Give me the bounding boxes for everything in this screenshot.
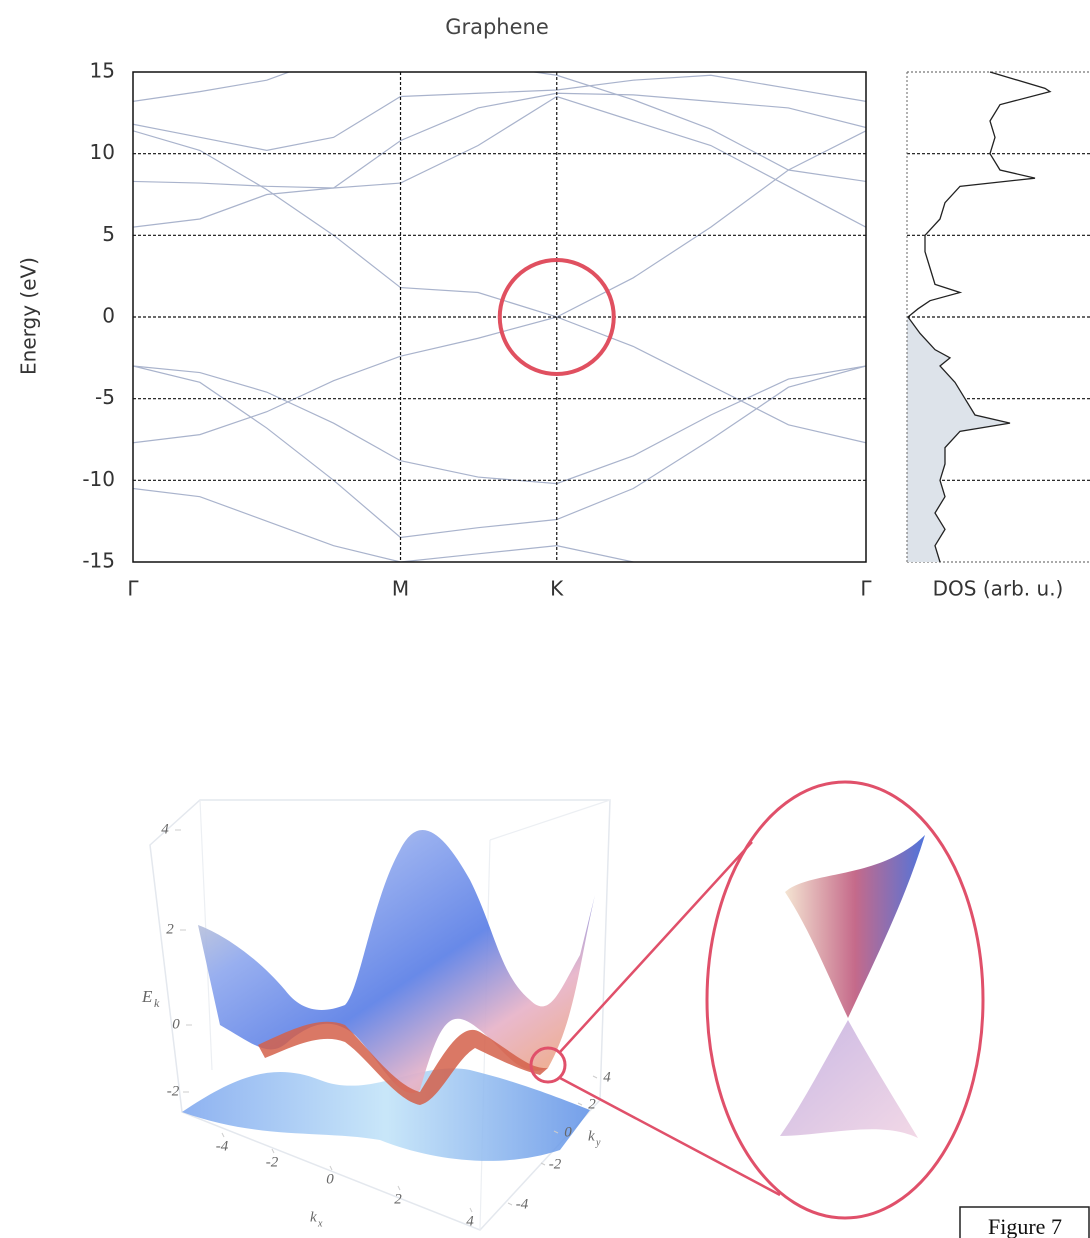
x-axis-label: k	[310, 1209, 317, 1225]
band-line	[133, 72, 866, 183]
y-tick-label: 2	[588, 1096, 596, 1112]
x-tick	[329, 1165, 333, 1171]
y-tick-label: 10	[90, 140, 115, 164]
y-tick	[507, 1202, 513, 1206]
upper-cone	[785, 835, 925, 1018]
x-tick	[221, 1132, 225, 1138]
y-tick-label: 0	[564, 1124, 572, 1140]
caption-box	[959, 1206, 1090, 1238]
y-axis-label-sub: y	[595, 1137, 601, 1148]
x-tick-label: K	[550, 577, 564, 601]
x-tick-label: M	[392, 577, 409, 601]
highlight-circle	[497, 258, 616, 376]
y-tick-label: 15	[90, 59, 115, 83]
band-line	[133, 365, 866, 539]
zoom-ellipse	[705, 780, 985, 1220]
y-axis-label: Energy (eV)	[17, 257, 41, 375]
lower-band	[182, 1068, 590, 1161]
caption: Figure 7	[988, 1214, 1062, 1238]
y-tick	[553, 1130, 559, 1134]
y-tick	[540, 1162, 546, 1166]
x-axis-label-sub: x	[317, 1218, 323, 1229]
y-tick-label: 0	[102, 304, 115, 328]
y-tick-label: -10	[82, 467, 115, 491]
y-tick-label: -2	[549, 1156, 562, 1172]
z-tick-label: 4	[161, 821, 169, 837]
zoom-line	[559, 841, 781, 1197]
x-tick-label: 4	[466, 1213, 474, 1229]
dos-fill	[907, 317, 1010, 562]
band-edge	[258, 1021, 548, 1105]
band-line	[133, 95, 866, 228]
band-line	[133, 74, 866, 152]
lower-cone	[780, 1020, 918, 1138]
x-tick	[469, 1207, 473, 1213]
band-line	[133, 487, 637, 562]
zoom-marker	[529, 1046, 567, 1084]
y-axis-label: k	[588, 1128, 595, 1144]
y-tick-label: -4	[516, 1196, 529, 1212]
y-tick-label: -15	[82, 549, 115, 573]
z-axis-label-sub: k	[154, 996, 160, 1010]
upper-band	[198, 829, 595, 1093]
x-tick-label: -4	[216, 1138, 229, 1154]
z-tick-label: 0	[172, 1016, 180, 1032]
z-tick-label: -2	[167, 1083, 180, 1099]
z-axis-label: E	[141, 987, 153, 1006]
bands	[133, 72, 866, 562]
x-tick-label: Γ	[860, 577, 872, 601]
x-tick-label: 2	[394, 1191, 402, 1207]
x-tick	[271, 1148, 275, 1154]
y-tick	[577, 1102, 583, 1106]
plot-frame	[132, 71, 867, 563]
x-tick-label: Γ	[127, 577, 139, 601]
band-line	[133, 316, 866, 444]
band-line	[133, 92, 866, 189]
y-tick-label: 5	[102, 222, 115, 246]
y-tick	[592, 1075, 598, 1079]
y-tick-label: 4	[603, 1069, 611, 1085]
z-tick-label: 2	[166, 921, 174, 937]
x-tick-label: 0	[326, 1171, 334, 1187]
band-line	[133, 365, 866, 485]
dos-line	[907, 71, 1052, 563]
x-tick	[397, 1185, 401, 1191]
x-tick-label: -2	[266, 1154, 279, 1170]
band-line	[133, 130, 866, 318]
x-axis-label: DOS (arb. u.)	[933, 577, 1064, 601]
y-tick-label: -5	[95, 385, 115, 409]
chart-title: Graphene	[445, 15, 549, 39]
